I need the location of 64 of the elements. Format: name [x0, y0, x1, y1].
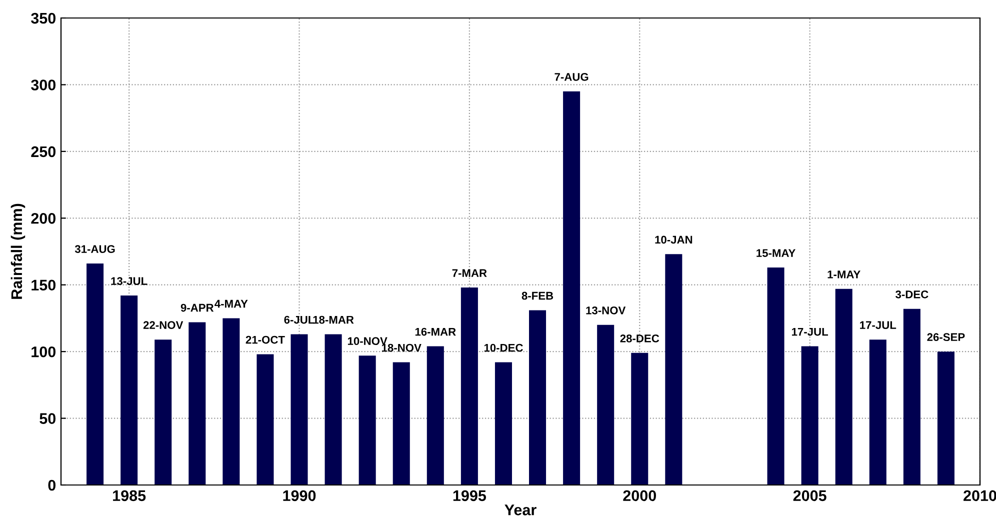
annotation: 16-MAR [415, 328, 456, 336]
annotation: 13-JUL [111, 277, 148, 286]
bar [460, 288, 478, 485]
annotation: 21-OCT [246, 336, 285, 344]
bar [120, 296, 138, 485]
annotation: 26-SEP [927, 333, 965, 342]
annotation: 15-MAY [756, 249, 796, 257]
annotation: 13-NOV [586, 306, 626, 314]
y-axis-title: Rainfall (mm) [10, 204, 26, 299]
annotation: 1-MAY [828, 270, 860, 278]
x-tick-label: 1995 [453, 490, 486, 502]
x-tick-label: 2010 [964, 490, 996, 502]
y-tick-label: 0 [48, 480, 56, 491]
bar [529, 310, 546, 485]
bar [324, 334, 342, 485]
bar [494, 362, 512, 485]
annotation: 7-MAR [452, 269, 487, 277]
x-axis-title: Year [504, 504, 536, 516]
annotation: 3-DEC [896, 290, 928, 298]
annotation: 9-APR [180, 304, 214, 312]
y-tick-label: 150 [32, 280, 56, 291]
bar [256, 354, 274, 485]
annotation: 10-DEC [484, 344, 523, 352]
annotation: 22-NOV [143, 321, 184, 330]
bar [597, 324, 614, 485]
y-tick-label: 300 [31, 80, 56, 90]
bar [154, 340, 172, 485]
bar [222, 318, 240, 485]
bar [801, 346, 818, 485]
annotation: 17-JUL [792, 328, 828, 336]
bar [631, 352, 648, 485]
annotation: 10-JAN [655, 236, 692, 244]
annotation: 31-AUG [74, 245, 115, 253]
y-tick-label: 200 [31, 213, 56, 224]
annotation: 17-JUL [860, 321, 896, 330]
annotation: 28-DEC [620, 334, 660, 342]
bar [358, 356, 376, 485]
annotation: 8-FEB [522, 292, 554, 300]
y-tick-label: 100 [32, 346, 56, 358]
x-tick-label: 2000 [623, 490, 656, 502]
bar [869, 340, 886, 485]
bar [86, 264, 104, 485]
bar [563, 91, 580, 485]
x-tick-label: 1990 [283, 490, 316, 502]
x-tick-label: 1985 [113, 490, 146, 502]
bar [188, 322, 206, 485]
bar [835, 288, 852, 485]
annotation: 6-JUL [284, 316, 314, 324]
bar [665, 254, 682, 485]
annotation: 10-NOV [348, 337, 388, 346]
annotation: 18-MAR [313, 316, 354, 324]
bar [937, 352, 954, 485]
y-tick-label: 350 [31, 12, 56, 24]
y-tick-label: 50 [40, 413, 56, 424]
x-tick-label: 2005 [793, 490, 826, 502]
annotation: 4-MAY [214, 300, 248, 308]
bar [767, 268, 784, 485]
annotation: 7-AUG [554, 72, 588, 81]
bar [290, 334, 308, 485]
bar [903, 308, 920, 485]
bar [392, 362, 410, 485]
bar [426, 346, 444, 485]
y-tick-label: 250 [31, 146, 56, 158]
annotation: 18-NOV [382, 344, 422, 352]
